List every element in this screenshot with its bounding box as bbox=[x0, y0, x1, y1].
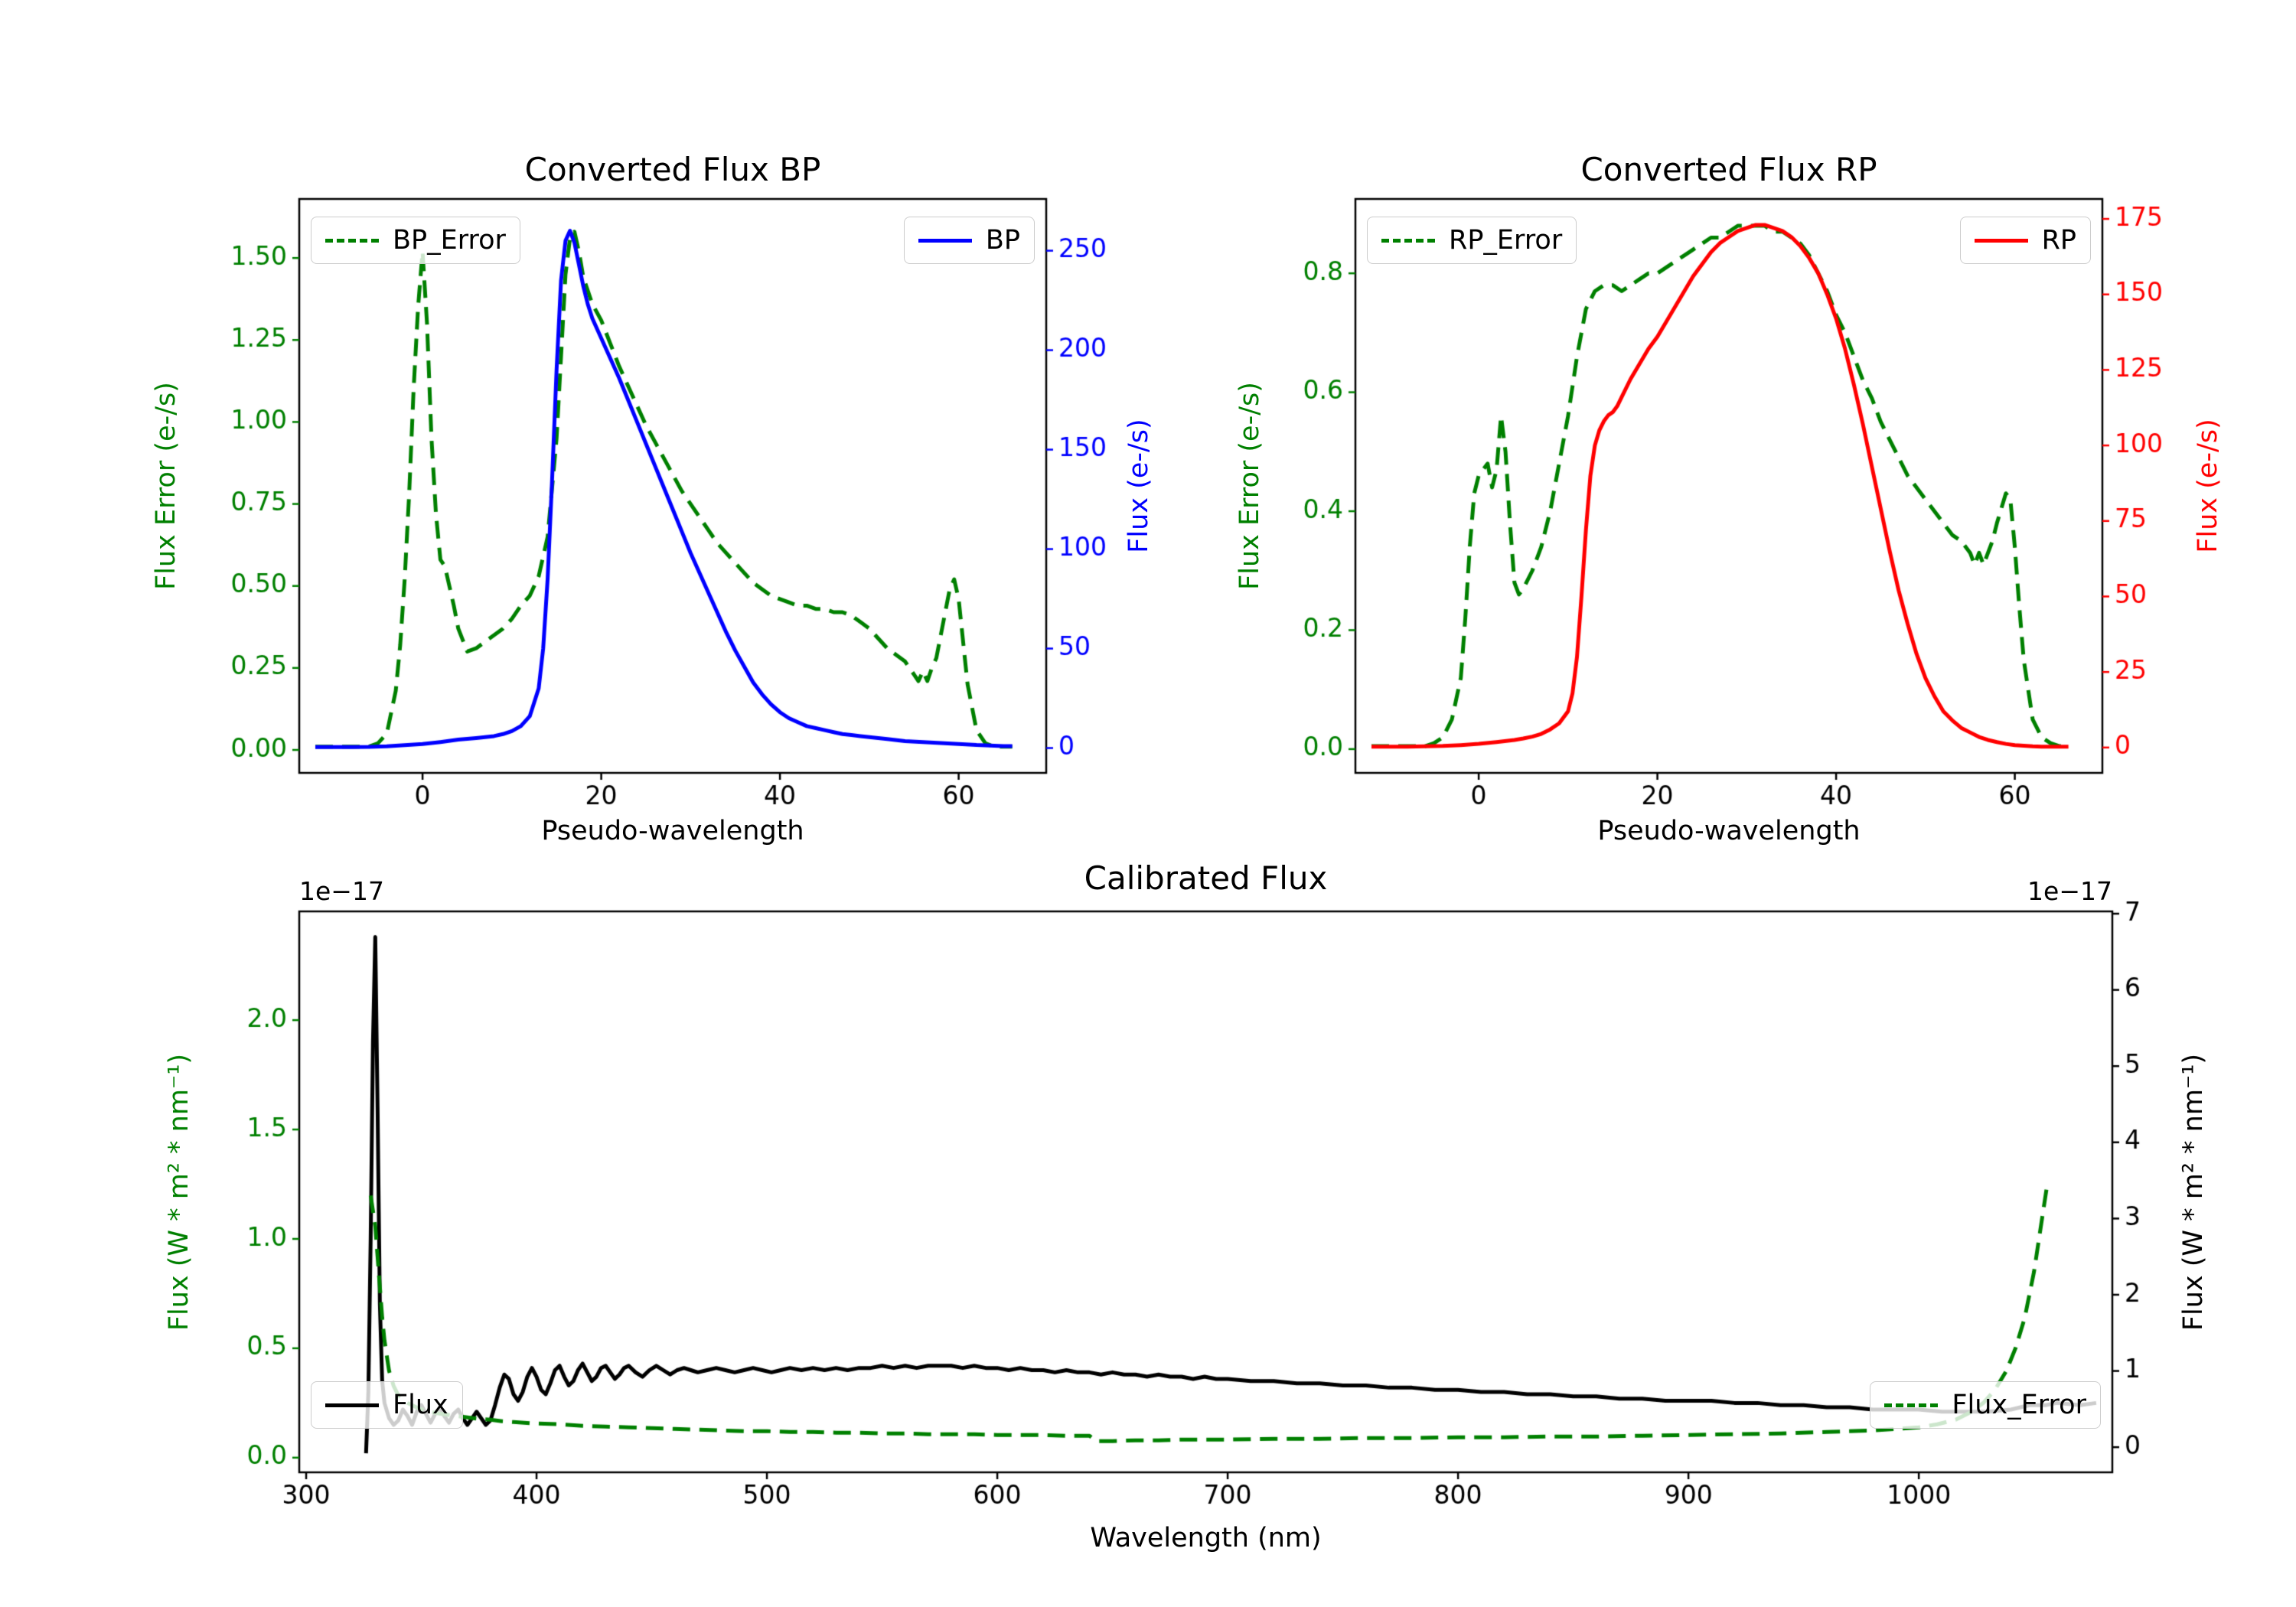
plot-title-calibrated-flux: Calibrated Flux bbox=[1084, 859, 1328, 897]
legend-label-rp-error: RP_Error bbox=[1449, 225, 1563, 256]
offset-text-left-1e-17: 1e−17 bbox=[299, 876, 384, 906]
legend-label-bp-error: BP_Error bbox=[393, 225, 506, 256]
legend-rp-error: RP_Error bbox=[1367, 217, 1577, 264]
xlabel-bp-pseudo-wavelength: Pseudo-wavelength bbox=[541, 816, 804, 846]
xlabel-rp-pseudo-wavelength: Pseudo-wavelength bbox=[1597, 816, 1861, 846]
ylabel-rp-flux-error: Flux Error (e-/s) bbox=[1234, 382, 1265, 590]
legend-rp: RP bbox=[1959, 217, 2091, 264]
legend-solid-line-sample bbox=[325, 1403, 379, 1407]
legend-solid-line-sample bbox=[1974, 238, 2028, 243]
legend-label-flux: Flux bbox=[393, 1390, 448, 1420]
legend-label-rp: RP bbox=[2041, 225, 2076, 256]
legend-solid-line-sample bbox=[918, 238, 972, 243]
legend-dashed-line-sample bbox=[1381, 238, 1435, 243]
plot-title-converted-flux-bp: Converted Flux BP bbox=[524, 151, 821, 188]
ylabel-rp-flux: Flux (e-/s) bbox=[2193, 419, 2223, 553]
legend-bp-error: BP_Error bbox=[311, 217, 520, 264]
legend-bp: BP bbox=[903, 217, 1035, 264]
ylabel-cal-flux-right: Flux (W * m² * nm⁻¹) bbox=[2178, 1053, 2209, 1332]
legend-flux-error: Flux_Error bbox=[1870, 1381, 2101, 1429]
legend-flux: Flux bbox=[311, 1381, 463, 1429]
ylabel-bp-flux-error: Flux Error (e-/s) bbox=[151, 382, 181, 590]
legend-dashed-line-sample bbox=[325, 238, 379, 243]
offset-text-right-1e-17: 1e−17 bbox=[2027, 876, 2112, 906]
legend-label-bp: BP bbox=[985, 225, 1020, 256]
ylabel-cal-flux-left: Flux (W * m² * nm⁻¹) bbox=[164, 1053, 194, 1332]
ylabel-bp-flux: Flux (e-/s) bbox=[1124, 419, 1154, 553]
legend-dashed-line-sample bbox=[1884, 1403, 1939, 1407]
legend-label-flux-error: Flux_Error bbox=[1952, 1390, 2086, 1420]
xlabel-wavelength-nm: Wavelength (nm) bbox=[1090, 1523, 1322, 1553]
plot-title-converted-flux-rp: Converted Flux RP bbox=[1580, 151, 1877, 188]
